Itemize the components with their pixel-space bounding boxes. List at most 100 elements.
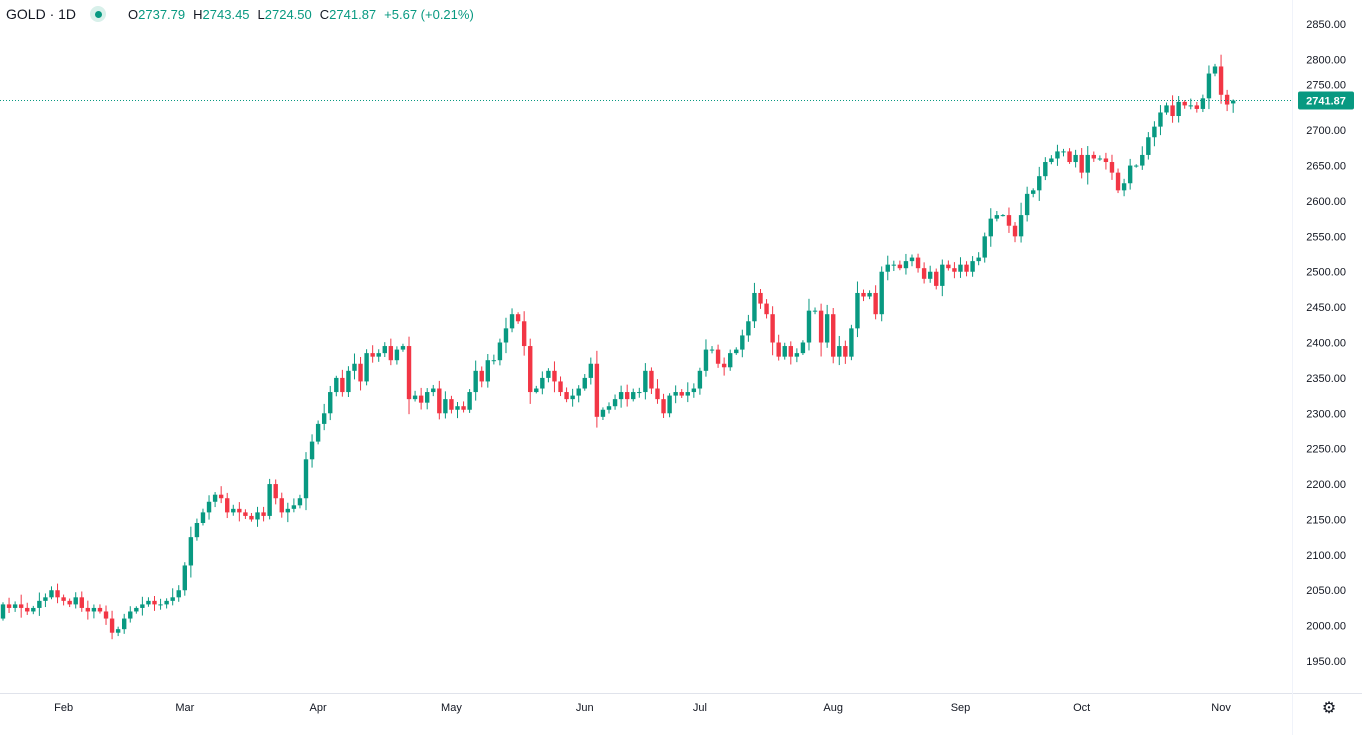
candle-up xyxy=(473,370,478,393)
candle-down xyxy=(873,292,878,315)
month-label: Sep xyxy=(951,702,971,714)
month-label: Nov xyxy=(1211,702,1231,714)
candle-down xyxy=(388,346,394,361)
candle-down xyxy=(243,512,248,516)
settings-gear-icon[interactable]: ⚙ xyxy=(1321,700,1337,717)
candle-down xyxy=(1006,215,1012,226)
symbol-title[interactable]: GOLD · 1D xyxy=(6,6,77,22)
price-tick-label: 2200.00 xyxy=(1306,479,1346,491)
candle-up xyxy=(855,292,860,329)
month-label: May xyxy=(441,702,462,714)
candle-up xyxy=(837,346,842,357)
candle-up xyxy=(849,328,854,357)
candle-up xyxy=(425,392,430,403)
candle-up xyxy=(443,399,448,414)
candle-down xyxy=(461,406,466,410)
candle-down xyxy=(1182,101,1187,106)
candle-down xyxy=(61,597,66,601)
price-tick-label: 2650.00 xyxy=(1306,161,1346,173)
last-price-label: 2741.87 xyxy=(1306,96,1346,108)
candle-up xyxy=(122,618,127,630)
candle-up xyxy=(43,597,48,601)
candle-down xyxy=(964,264,969,272)
price-tick-label: 2850.00 xyxy=(1306,19,1346,31)
candle-up xyxy=(1018,215,1024,237)
price-tick-label: 2550.00 xyxy=(1306,231,1346,243)
market-status-icon xyxy=(90,6,107,22)
candle-up xyxy=(637,392,642,394)
candle-up xyxy=(1049,158,1054,163)
candle-up xyxy=(73,597,78,605)
candle-up xyxy=(1121,183,1127,191)
candle-up xyxy=(255,512,260,520)
candle-up xyxy=(1073,154,1078,163)
candle-up xyxy=(940,264,945,286)
candle-down xyxy=(934,271,939,286)
candle-down xyxy=(861,292,866,297)
candle-up xyxy=(534,388,539,393)
candle-up xyxy=(909,257,915,262)
candle-up xyxy=(976,257,981,262)
candle-down xyxy=(152,600,157,605)
candle-up xyxy=(1200,98,1206,109)
candle-down xyxy=(521,321,527,347)
candle-up xyxy=(1176,101,1181,117)
candle-up xyxy=(885,264,890,272)
candle-down xyxy=(764,303,769,315)
candle-up xyxy=(188,537,194,566)
candle-up xyxy=(806,310,812,343)
candle-up xyxy=(176,590,181,598)
candle-up xyxy=(31,607,36,612)
candle-up xyxy=(37,600,42,608)
candle-up xyxy=(982,236,987,258)
candle-up xyxy=(1134,165,1139,167)
candle-down xyxy=(225,498,230,513)
open-label: O xyxy=(128,6,139,22)
candle-up xyxy=(491,360,497,362)
candle-down xyxy=(249,515,254,520)
change-value: +5.67 (+0.21%) xyxy=(384,6,474,22)
price-tick-label: 2000.00 xyxy=(1306,621,1346,633)
candle-up xyxy=(346,370,351,393)
candle-up xyxy=(867,292,872,297)
candle-up xyxy=(994,215,1000,219)
candle-up xyxy=(824,314,830,343)
candle-up xyxy=(376,353,381,357)
candle-up xyxy=(927,271,933,279)
candle-up xyxy=(800,342,806,354)
candle-up xyxy=(1043,162,1048,177)
candle-down xyxy=(55,590,60,598)
candle-up xyxy=(667,395,672,414)
candle-down xyxy=(655,388,660,400)
price-tick-label: 2600.00 xyxy=(1306,196,1346,208)
candle-up xyxy=(1206,73,1212,99)
candle-down xyxy=(1079,154,1084,173)
price-tick-label: 2250.00 xyxy=(1306,444,1346,456)
close-label: C xyxy=(319,6,330,22)
candle-up xyxy=(91,607,97,612)
candle-up xyxy=(158,604,163,606)
candle-up xyxy=(1037,176,1042,191)
candle-up xyxy=(309,441,315,460)
candle-up xyxy=(455,406,460,410)
candle-down xyxy=(818,310,824,343)
candle-down xyxy=(1170,105,1175,117)
candle-down xyxy=(67,600,72,605)
candle-down xyxy=(715,349,721,364)
candle-down xyxy=(594,363,600,417)
candle-up xyxy=(582,377,587,389)
candle-up xyxy=(903,261,909,269)
month-label: Mar xyxy=(175,702,194,714)
candle-up xyxy=(600,409,606,417)
candle-down xyxy=(218,494,224,499)
low-value: 2724.50 xyxy=(264,6,312,22)
candle-up xyxy=(618,392,624,400)
candle-up xyxy=(467,392,472,410)
candle-up xyxy=(1024,193,1030,216)
candle-down xyxy=(18,604,24,608)
candle-up xyxy=(1085,154,1090,173)
candle-up xyxy=(267,484,272,516)
candle-up xyxy=(1031,190,1036,194)
price-tick-label: 2400.00 xyxy=(1306,338,1346,350)
